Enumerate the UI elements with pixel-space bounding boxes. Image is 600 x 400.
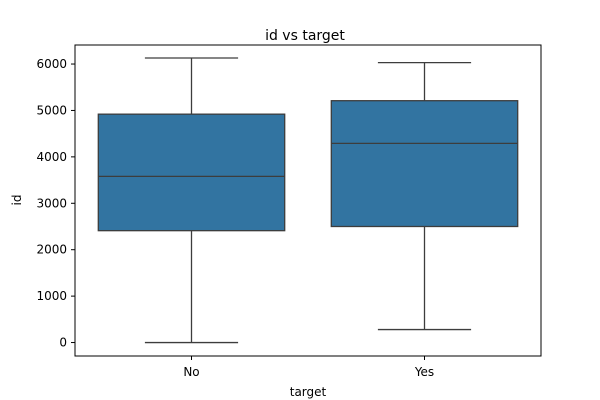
box-yes bbox=[330, 61, 519, 331]
y-tick-label: 3000 bbox=[36, 196, 67, 210]
y-tick-label: 6000 bbox=[36, 57, 67, 71]
x-axis-ticks: No Yes bbox=[183, 356, 434, 379]
y-tick-label: 1000 bbox=[36, 289, 67, 303]
box-no bbox=[97, 57, 286, 344]
iqr-box-no bbox=[97, 113, 286, 232]
x-tick-label: No bbox=[183, 365, 199, 379]
y-tick-label: 0 bbox=[59, 336, 67, 350]
chart-title: id vs target bbox=[265, 28, 345, 44]
x-tick-label: Yes bbox=[414, 365, 434, 379]
y-axis-label: id bbox=[10, 195, 24, 206]
x-axis-label: target bbox=[290, 385, 327, 399]
boxes-layer bbox=[97, 57, 519, 344]
y-tick-label: 5000 bbox=[36, 103, 67, 117]
plot-frame bbox=[74, 44, 542, 357]
y-tick-label: 4000 bbox=[36, 150, 67, 164]
iqr-box-yes bbox=[330, 100, 519, 228]
y-axis-ticks: 0 1000 2000 3000 4000 5000 6000 bbox=[36, 57, 75, 350]
y-tick-label: 2000 bbox=[36, 243, 67, 257]
